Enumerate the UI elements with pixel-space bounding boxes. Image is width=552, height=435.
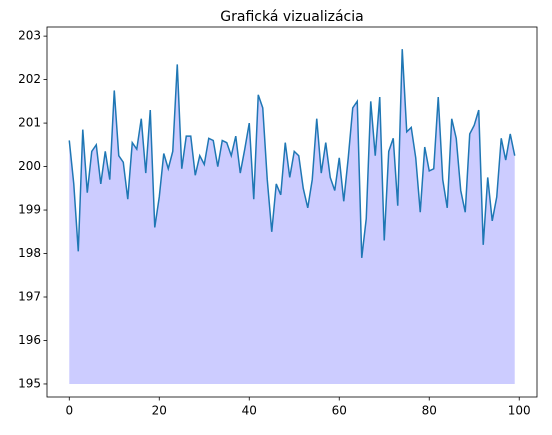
y-tick-label: 201 (18, 116, 41, 130)
y-tick-label: 195 (18, 376, 41, 390)
x-tick-label: 40 (242, 404, 257, 418)
x-tick-label: 80 (422, 404, 437, 418)
y-tick-label: 199 (18, 203, 41, 217)
x-tick-label: 60 (332, 404, 347, 418)
y-tick-label: 202 (18, 72, 41, 86)
area-fill (69, 49, 515, 384)
line (68, 49, 516, 258)
y-tick-label: 200 (18, 159, 41, 173)
axes-frame (46, 26, 538, 398)
x-tick-label: 100 (508, 404, 531, 418)
y-tick-label: 197 (18, 290, 41, 304)
x-tick-label: 0 (65, 404, 73, 418)
y-tick-label: 203 (18, 29, 41, 43)
x-tick-label: 20 (152, 404, 167, 418)
y-tick-label: 198 (18, 246, 41, 260)
y-tick-label: 196 (18, 333, 41, 347)
chart-title: Grafická vizualizácia (220, 9, 363, 25)
